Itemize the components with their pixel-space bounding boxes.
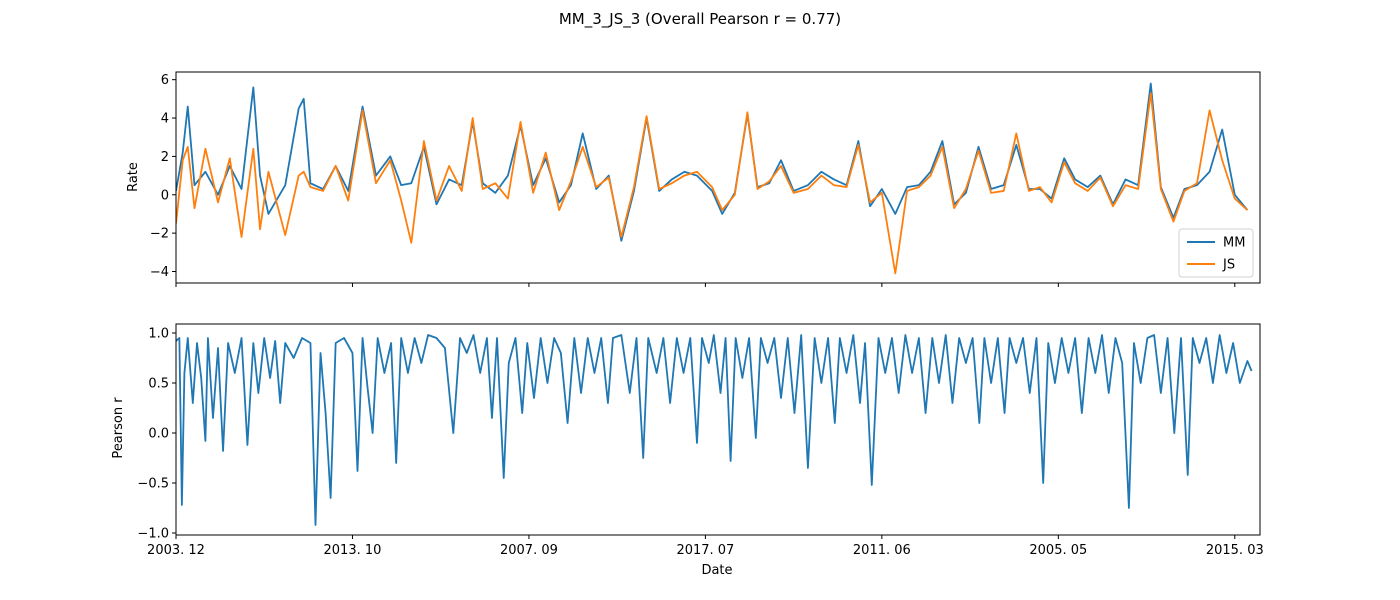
bottom-y-tick-label: 0.0 [148,427,169,442]
legend-label-js: JS [1222,258,1235,273]
top-series-js-line [176,92,1249,275]
bottom-y-tick-label: −1.0 [137,527,169,542]
top-y-tick-label: 2 [161,150,169,165]
top-y-tick-label: 0 [161,188,169,203]
bottom-axes-frame [175,323,1261,536]
bottom-x-tick-label: 2007. 09 [500,543,558,558]
top-y-axis-label: Rate [126,162,141,192]
x-axis-label: Date [701,563,732,578]
top-y-tick-label: −4 [150,265,169,280]
bottom-x-tick-label: 2013. 10 [324,543,382,558]
bottom-panel: −1.0 −0.5 0.0 0.5 1.0 2003. 12 2013. 10 2007. 0… [137,323,1264,558]
bottom-y-tick-label: −0.5 [137,477,169,492]
legend-label-mm: MM [1223,236,1245,251]
top-panel: −4 −2 0 2 4 6 MM JS [150,71,1261,287]
bottom-y-axis-label: Pearson r [111,397,126,459]
top-y-tick-label: −2 [150,227,169,242]
bottom-x-tick-label: 2003. 12 [147,543,205,558]
top-series-mm-line [176,82,1249,242]
bottom-series-0-line [176,334,1253,526]
bottom-x-tick-label: 2017. 07 [676,543,734,558]
bottom-x-tick-label: 2015. 03 [1206,543,1264,558]
top-y-tick-label: 6 [161,73,169,88]
bottom-y-tick-label: 1.0 [148,327,169,342]
top-y-tick-label: 4 [161,112,169,127]
bottom-y-tick-label: 0.5 [148,377,169,392]
legend: MM JS [1178,228,1254,278]
top-axes-frame [175,71,1261,284]
chart-title: MM_3_JS_3 (Overall Pearson r = 0.77) [559,10,841,29]
bottom-x-tick-label: 2005. 05 [1029,543,1087,558]
bottom-x-tick-label: 2011. 06 [853,543,911,558]
